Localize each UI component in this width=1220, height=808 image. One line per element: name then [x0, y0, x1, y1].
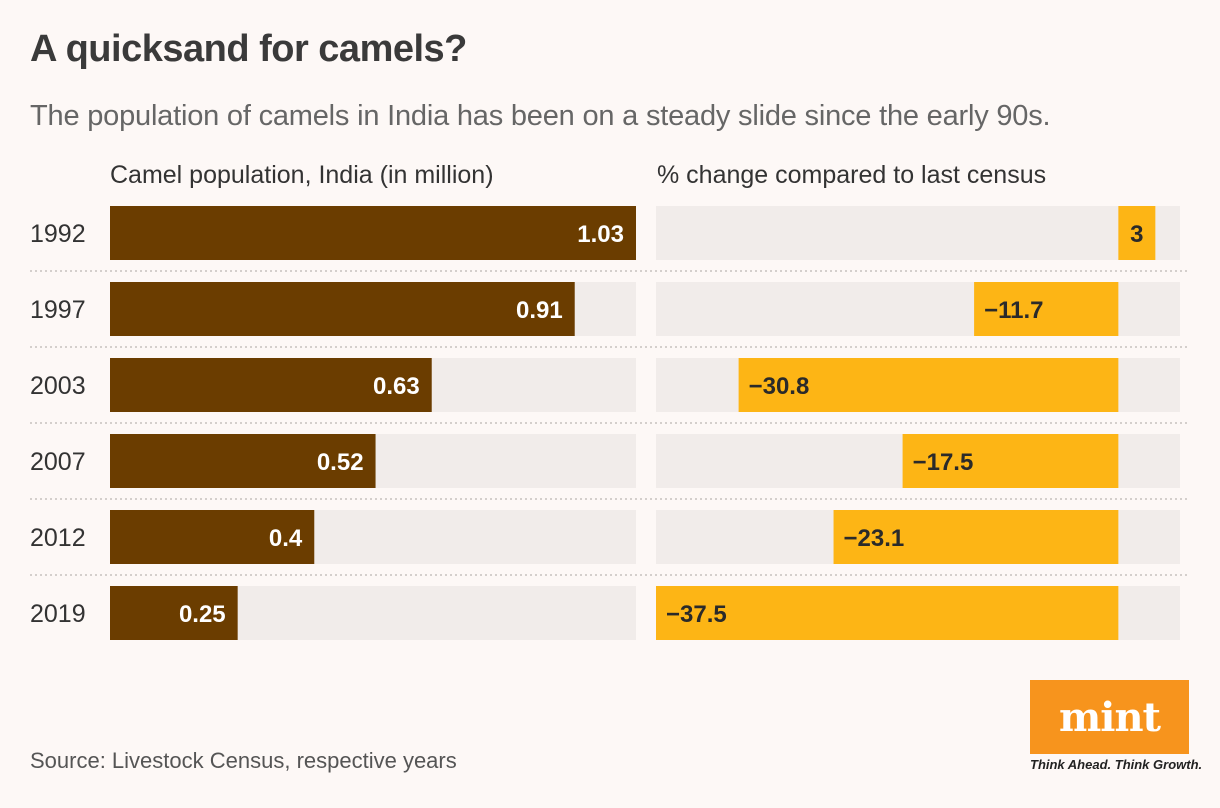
change-bar: [974, 282, 1119, 336]
change-bar: [1118, 206, 1156, 260]
year-label: 1992: [30, 220, 86, 248]
population-value-label: 0.91: [516, 297, 563, 324]
population-bar: [110, 586, 238, 640]
source-note: Source: Livestock Census, respective yea…: [30, 748, 457, 773]
change-bar: [738, 358, 1119, 412]
change-value-label: −23.1: [844, 525, 905, 552]
population-value-label: 0.25: [179, 601, 226, 628]
year-label: 2012: [30, 524, 86, 552]
chart-canvas: 1992 1.03 3 1997 0.91 −11.7 2003 0.63 −30.8 2007 0…: [30, 206, 1190, 640]
chart-title: A quicksand for camels?: [30, 28, 467, 70]
year-label: 2007: [30, 448, 86, 476]
year-label: 2003: [30, 372, 86, 400]
logo-tagline: Think Ahead. Think Growth.: [1030, 757, 1203, 772]
population-panel-title: Camel population, India (in million): [110, 161, 494, 189]
change-bar: [656, 586, 1119, 640]
population-bar: [110, 358, 432, 412]
change-value-label: 3: [1130, 221, 1143, 248]
population-bar: [110, 510, 315, 564]
chart-subtitle: The population of camels in India has be…: [30, 100, 1051, 132]
logo-text: mint: [1058, 693, 1161, 741]
population-bar: [110, 206, 636, 260]
population-value-label: 0.4: [269, 525, 303, 552]
change-bar: [833, 510, 1119, 564]
year-label: 2019: [30, 600, 86, 628]
population-value-label: 0.63: [373, 373, 420, 400]
change-value-label: −37.5: [666, 601, 727, 628]
population-bar: [110, 282, 575, 336]
year-label: 1997: [30, 296, 86, 324]
change-panel-title: % change compared to last census: [657, 161, 1047, 189]
change-bar: [902, 434, 1119, 488]
population-value-label: 1.03: [577, 221, 624, 248]
change-value-label: −11.7: [984, 297, 1043, 324]
change-bar-background: [656, 206, 1180, 260]
population-value-label: 0.52: [317, 449, 364, 476]
change-value-label: −30.8: [749, 373, 810, 400]
change-value-label: −17.5: [913, 449, 974, 476]
population-bar: [110, 434, 376, 488]
mint-logo: mint: [1030, 680, 1189, 754]
